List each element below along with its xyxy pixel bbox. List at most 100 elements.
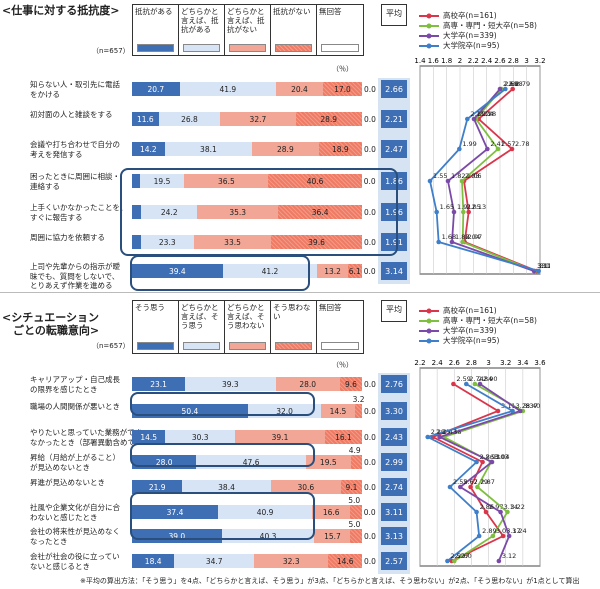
stacked-bar: 4.1 24.2 35.3 36.4 0.0 <box>130 196 376 219</box>
stacked-bar: 3.7 23.3 33.5 39.6 0.0 <box>130 226 376 249</box>
average-header: 平均 <box>381 300 407 322</box>
bar-value-label: 39.0 <box>168 531 186 541</box>
bar-value-label: 21.9 <box>148 482 166 492</box>
series-point-label: 2.52 <box>450 552 464 560</box>
bar-segment: 40.6 <box>268 174 362 188</box>
bar-segment: 40.9 <box>218 505 313 519</box>
series-point-label: 3.15 <box>540 262 550 270</box>
bar-segment: 6.1 <box>347 264 362 278</box>
x-tick-label: 3.4 <box>517 359 529 367</box>
legend-label: 抵抗がない <box>273 7 311 16</box>
bar-segment: 39.3 <box>185 377 276 391</box>
section-title: <シチュエーション ごとの転職意向> <box>2 311 100 337</box>
row-label: 職場の人間関係が悪いとき <box>30 402 120 411</box>
x-tick-label: 3 <box>524 57 528 65</box>
highlight-box <box>120 168 398 256</box>
x-tick-label: 2.6 <box>494 57 506 65</box>
legend-cell: 無回答 <box>317 5 363 55</box>
x-tick-label: 1.4 <box>414 57 426 65</box>
bar-segment: 18.4 <box>132 554 175 568</box>
series-legend-marker <box>419 338 439 343</box>
series-point-label: 2.28 <box>482 110 496 118</box>
series-point <box>427 178 433 184</box>
average-value: 2.99 <box>381 453 407 471</box>
series-point-label: 1.91 <box>457 203 471 211</box>
bar-segment: 11.6 <box>132 112 159 126</box>
series-point-label: 2.04 <box>466 233 480 241</box>
series-point <box>510 408 515 414</box>
row-label: キャリアアップ・自己成長 の限界を感じたとき <box>30 375 120 394</box>
average-value: 3.30 <box>381 402 407 420</box>
sample-size-label: （n=657） <box>92 342 130 350</box>
series-line <box>437 383 523 562</box>
bar-value-label: 0.0 <box>363 176 376 186</box>
series-point <box>485 146 490 152</box>
series-point-label: 3.17 <box>506 527 520 535</box>
row-label: 周囲に協力を依頼する <box>30 233 105 242</box>
x-tick-label: 2 <box>458 57 462 65</box>
series-point <box>451 209 457 215</box>
series-point-label: 2.21 <box>477 110 491 118</box>
bar-segment: 24.2 <box>141 205 198 219</box>
series-legend-label: 高専・専門・短大卒(n=58) <box>443 21 537 30</box>
stacked-bar: 50.4 32.0 14.5 3.2 0.0 <box>132 395 376 418</box>
series-point-label: 2.05 <box>466 203 480 211</box>
legend-label: どちらかと言えば、そう思わない <box>227 303 265 330</box>
stacked-bar: 14.2 38.1 28.9 18.9 0.0 <box>132 142 376 156</box>
legend-label: どちらかと言えば、抵抗がある <box>181 7 219 34</box>
series-point-label: 2.93 <box>486 453 500 461</box>
legend-swatch <box>321 44 359 52</box>
bar-segment: 32.7 <box>220 112 296 126</box>
series-point-label: 2.74 <box>469 375 483 383</box>
series-legend-marker <box>419 328 439 333</box>
bar-value-label: 28.0 <box>299 379 317 389</box>
bar-segment: 9.6 <box>339 377 362 391</box>
series-legend-item: 大学院卒(n=95) <box>418 335 499 346</box>
bar-value-label: 0.0 <box>364 144 376 154</box>
average-line-chart: 2.2 2.4 2.6 2.8 3 3.2 3.4 3.62.593.112.352.932.… <box>414 359 546 567</box>
x-tick-label: 2.2 <box>468 57 479 65</box>
stacked-bar: 20.7 41.9 20.4 17.0 0.0 <box>132 82 376 96</box>
average-value: 2.76 <box>381 375 407 393</box>
bar-value-label: 0.0 <box>363 432 376 442</box>
bar-segment: 9.1 <box>341 480 362 494</box>
bar-value-label: 28.0 <box>155 457 173 467</box>
x-tick-label: 1.8 <box>441 57 452 65</box>
legend-cell: どちらかと言えば、そう思う <box>179 301 225 353</box>
series-legend-item: 大学卒(n=339) <box>418 325 497 336</box>
series-point-label: 2.68 <box>508 80 522 88</box>
legend-swatch <box>137 342 174 350</box>
row-label: やりたいと思っていた業務ができ なかったとき（部署異動含めて） <box>30 428 143 447</box>
bar-segment: 34.7 <box>174 554 255 568</box>
legend-cell: どちらかと言えば、抵抗がある <box>179 5 225 55</box>
series-point <box>510 86 515 92</box>
section-separator <box>0 292 600 293</box>
bar-value-label: 18.4 <box>144 556 162 566</box>
bar-segment: 16.1 <box>324 430 362 444</box>
stacked-bar: 11.6 26.8 32.7 28.9 0.0 <box>132 112 376 126</box>
bar-value-label: 47.6 <box>242 457 260 467</box>
series-point <box>457 146 462 152</box>
bar-value-label: 28.9 <box>277 144 294 154</box>
series-point <box>495 146 501 152</box>
average-value: 2.74 <box>381 478 407 496</box>
bar-value-label: 6.1 <box>348 266 361 276</box>
bar-segment: 28.0 <box>275 377 340 391</box>
series-point <box>495 408 501 414</box>
average-header: 平均 <box>381 4 407 26</box>
average-value: 1.96 <box>381 203 407 221</box>
series-point-label: 2.03 <box>465 172 479 180</box>
bar-value-label: 0.0 <box>363 114 376 124</box>
legend-cell: どちらかと言えば、抵抗がない <box>225 5 271 55</box>
bar-value-label: 30.3 <box>191 432 209 442</box>
bar-value-label: 14.5 <box>140 432 158 442</box>
bar-segment: 32.3 <box>254 554 329 568</box>
legend-swatch <box>183 342 220 350</box>
average-value: 2.47 <box>381 140 407 158</box>
series-legend-marker <box>419 33 439 38</box>
bar-value-label: 38.1 <box>200 144 217 154</box>
row-label: 初対面の人と雑談をする <box>30 110 113 119</box>
bar-segment: 23.1 <box>132 377 186 391</box>
bar-segment: 33.5 <box>194 235 272 249</box>
row-label: 知らない人・取引先に電話 をかける <box>30 80 120 99</box>
